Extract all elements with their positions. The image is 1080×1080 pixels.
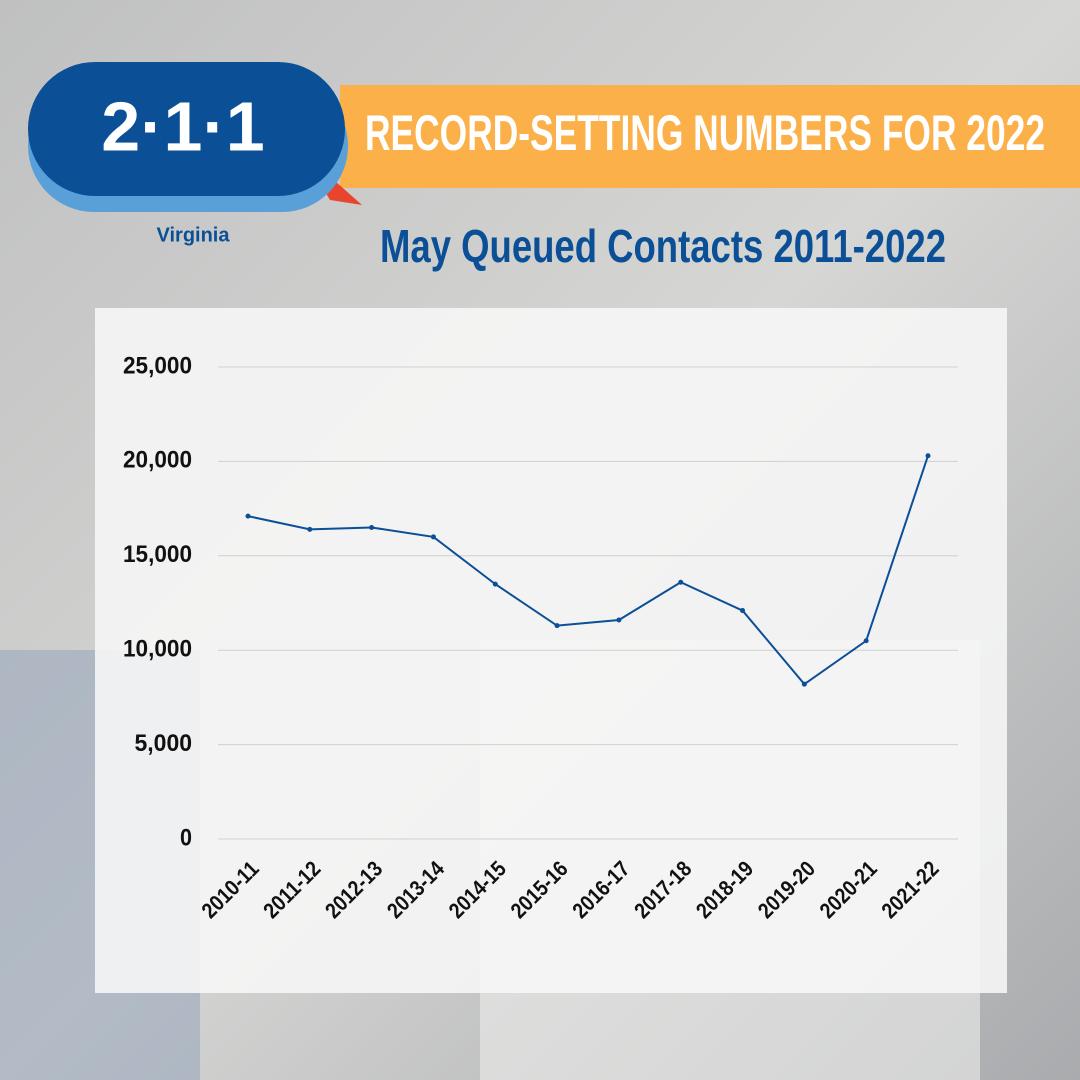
point (863, 638, 869, 644)
y-tick-label: 5,000 (135, 730, 193, 757)
point (925, 453, 931, 459)
banner-text: RECORD-SETTING NUMBERS FOR 2022 (365, 105, 1045, 161)
logo-badge (28, 62, 345, 196)
y-tick-label: 10,000 (123, 636, 192, 663)
line (247, 455, 929, 686)
point (554, 623, 560, 629)
chart-title: May Queued Contacts 2011-2022 (380, 220, 946, 272)
y-tick-label: 20,000 (123, 447, 192, 474)
y-tick-label: 25,000 (123, 352, 192, 379)
point (307, 526, 313, 532)
point (430, 534, 436, 540)
banner-bar (340, 85, 1080, 188)
logo-text: 2·1·1 (101, 87, 264, 165)
point (801, 681, 807, 687)
point (616, 617, 622, 623)
point (492, 581, 498, 587)
logo-subtitle: Virginia (157, 224, 231, 246)
y-tick-label: 0 (180, 824, 192, 851)
point (740, 608, 746, 614)
point (678, 579, 684, 585)
y-tick-label: 15,000 (123, 541, 192, 568)
point (245, 513, 251, 519)
point (369, 524, 375, 530)
